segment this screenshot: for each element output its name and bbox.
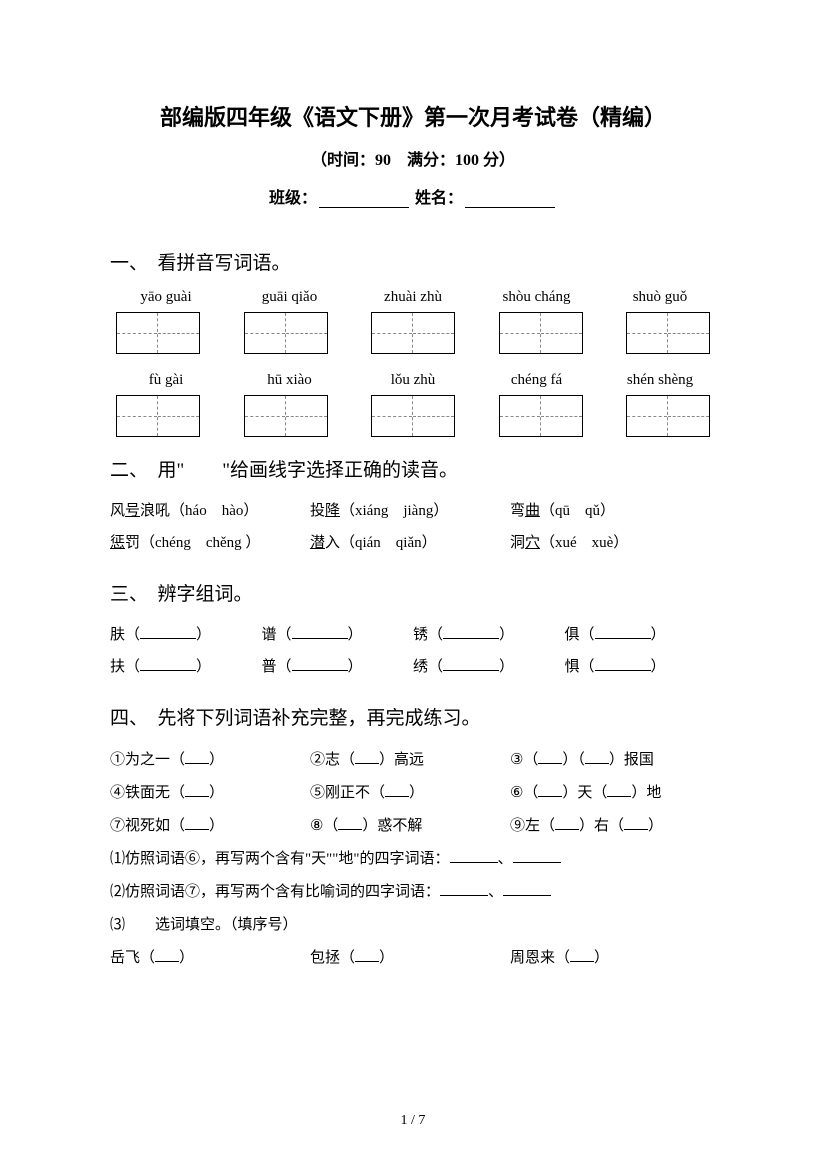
answer-blank[interactable] [443, 638, 499, 639]
q3-line1: 肤（） 谱（） 锈（） 俱（） [110, 620, 716, 652]
q3-line2: 扶（） 普（） 绣（） 惧（） [110, 652, 716, 684]
section4-heading: 四、 先将下列词语补充完整，再完成练习。 [110, 703, 716, 730]
q2-line2: 惩罚（chéng chěng ） 潜入（qián qiǎn） 洞穴（xué xu… [110, 528, 716, 560]
answer-blank[interactable] [185, 829, 209, 830]
answer-blank[interactable] [355, 961, 379, 962]
section3-heading: 三、 辨字组词。 [110, 579, 716, 606]
name-label: 姓名： [415, 190, 463, 207]
name-blank[interactable] [465, 190, 555, 208]
pinyin-label: chéng fá [487, 372, 587, 389]
page-subtitle: （时间：90 满分：100 分） [110, 146, 716, 170]
char-box[interactable] [244, 312, 328, 354]
q4-idiom-row3: ⑦视死如（） ⑧（）惑不解 ⑨左（）右（） [110, 810, 716, 843]
student-info: 班级： 姓名： [110, 184, 716, 208]
answer-blank[interactable] [607, 796, 631, 797]
answer-blank[interactable] [338, 829, 362, 830]
page-title: 部编版四年级《语文下册》第一次月考试卷（精编） [110, 100, 716, 132]
char-box[interactable] [626, 395, 710, 437]
char-box[interactable] [499, 312, 583, 354]
class-blank[interactable] [319, 190, 409, 208]
section1-heading: 一、 看拼音写词语。 [110, 248, 716, 275]
answer-blank[interactable] [538, 796, 562, 797]
pinyin-label: shuò guǒ [610, 289, 710, 306]
class-label: 班级： [269, 190, 317, 207]
q4-sub2: ⑵仿照词语⑦，再写两个含有比喻词的四字词语：、 [110, 876, 716, 909]
answer-blank[interactable] [624, 829, 648, 830]
answer-blank[interactable] [538, 763, 562, 764]
box-row-2 [110, 395, 716, 437]
q4-idiom-row2: ④铁面无（） ⑤刚正不（） ⑥（）天（）地 [110, 777, 716, 810]
char-box[interactable] [626, 312, 710, 354]
answer-blank[interactable] [443, 670, 499, 671]
answer-blank[interactable] [570, 961, 594, 962]
answer-blank[interactable] [355, 763, 379, 764]
q2-line1: 风号浪吼（háo hào） 投降（xiáng jiàng） 弯曲（qū qǔ） [110, 496, 716, 528]
answer-blank[interactable] [595, 638, 651, 639]
pinyin-label: hū xiào [240, 372, 340, 389]
q4-sub3: ⑶ 选词填空。（填序号） [110, 909, 716, 942]
answer-blank[interactable] [555, 829, 579, 830]
pinyin-label: lǒu zhù [363, 372, 463, 389]
answer-blank[interactable] [513, 862, 561, 863]
pinyin-label: guāi qiǎo [240, 289, 340, 306]
pinyin-label: shòu cháng [487, 289, 587, 306]
char-box[interactable] [116, 312, 200, 354]
char-box[interactable] [371, 312, 455, 354]
section2-heading: 二、 用" "给画线字选择正确的读音。 [110, 455, 716, 482]
q4-sub3-items: 岳飞（） 包拯（） 周恩来（） [110, 942, 716, 975]
answer-blank[interactable] [385, 796, 409, 797]
pinyin-label: fù gài [116, 372, 216, 389]
pinyin-label: yāo guài [116, 289, 216, 306]
q4-sub1: ⑴仿照词语⑥，再写两个含有"天""地"的四字词语：、 [110, 843, 716, 876]
char-box[interactable] [244, 395, 328, 437]
answer-blank[interactable] [450, 862, 498, 863]
answer-blank[interactable] [140, 670, 196, 671]
answer-blank[interactable] [595, 670, 651, 671]
answer-blank[interactable] [185, 763, 209, 764]
pinyin-label: zhuài zhù [363, 289, 463, 306]
box-row-1 [110, 312, 716, 354]
answer-blank[interactable] [585, 763, 609, 764]
answer-blank[interactable] [292, 638, 348, 639]
answer-blank[interactable] [185, 796, 209, 797]
pinyin-label: shén shèng [610, 372, 710, 389]
pinyin-row-2: fù gài hū xiào lǒu zhù chéng fá shén shè… [110, 372, 716, 389]
char-box[interactable] [499, 395, 583, 437]
answer-blank[interactable] [292, 670, 348, 671]
char-box[interactable] [371, 395, 455, 437]
page-number: 1 / 7 [0, 1113, 826, 1129]
pinyin-row-1: yāo guài guāi qiǎo zhuài zhù shòu cháng … [110, 289, 716, 306]
answer-blank[interactable] [140, 638, 196, 639]
answer-blank[interactable] [440, 895, 488, 896]
char-box[interactable] [116, 395, 200, 437]
answer-blank[interactable] [155, 961, 179, 962]
q4-idiom-row1: ①为之一（） ②志（）高远 ③（）（）报国 [110, 744, 716, 777]
answer-blank[interactable] [503, 895, 551, 896]
